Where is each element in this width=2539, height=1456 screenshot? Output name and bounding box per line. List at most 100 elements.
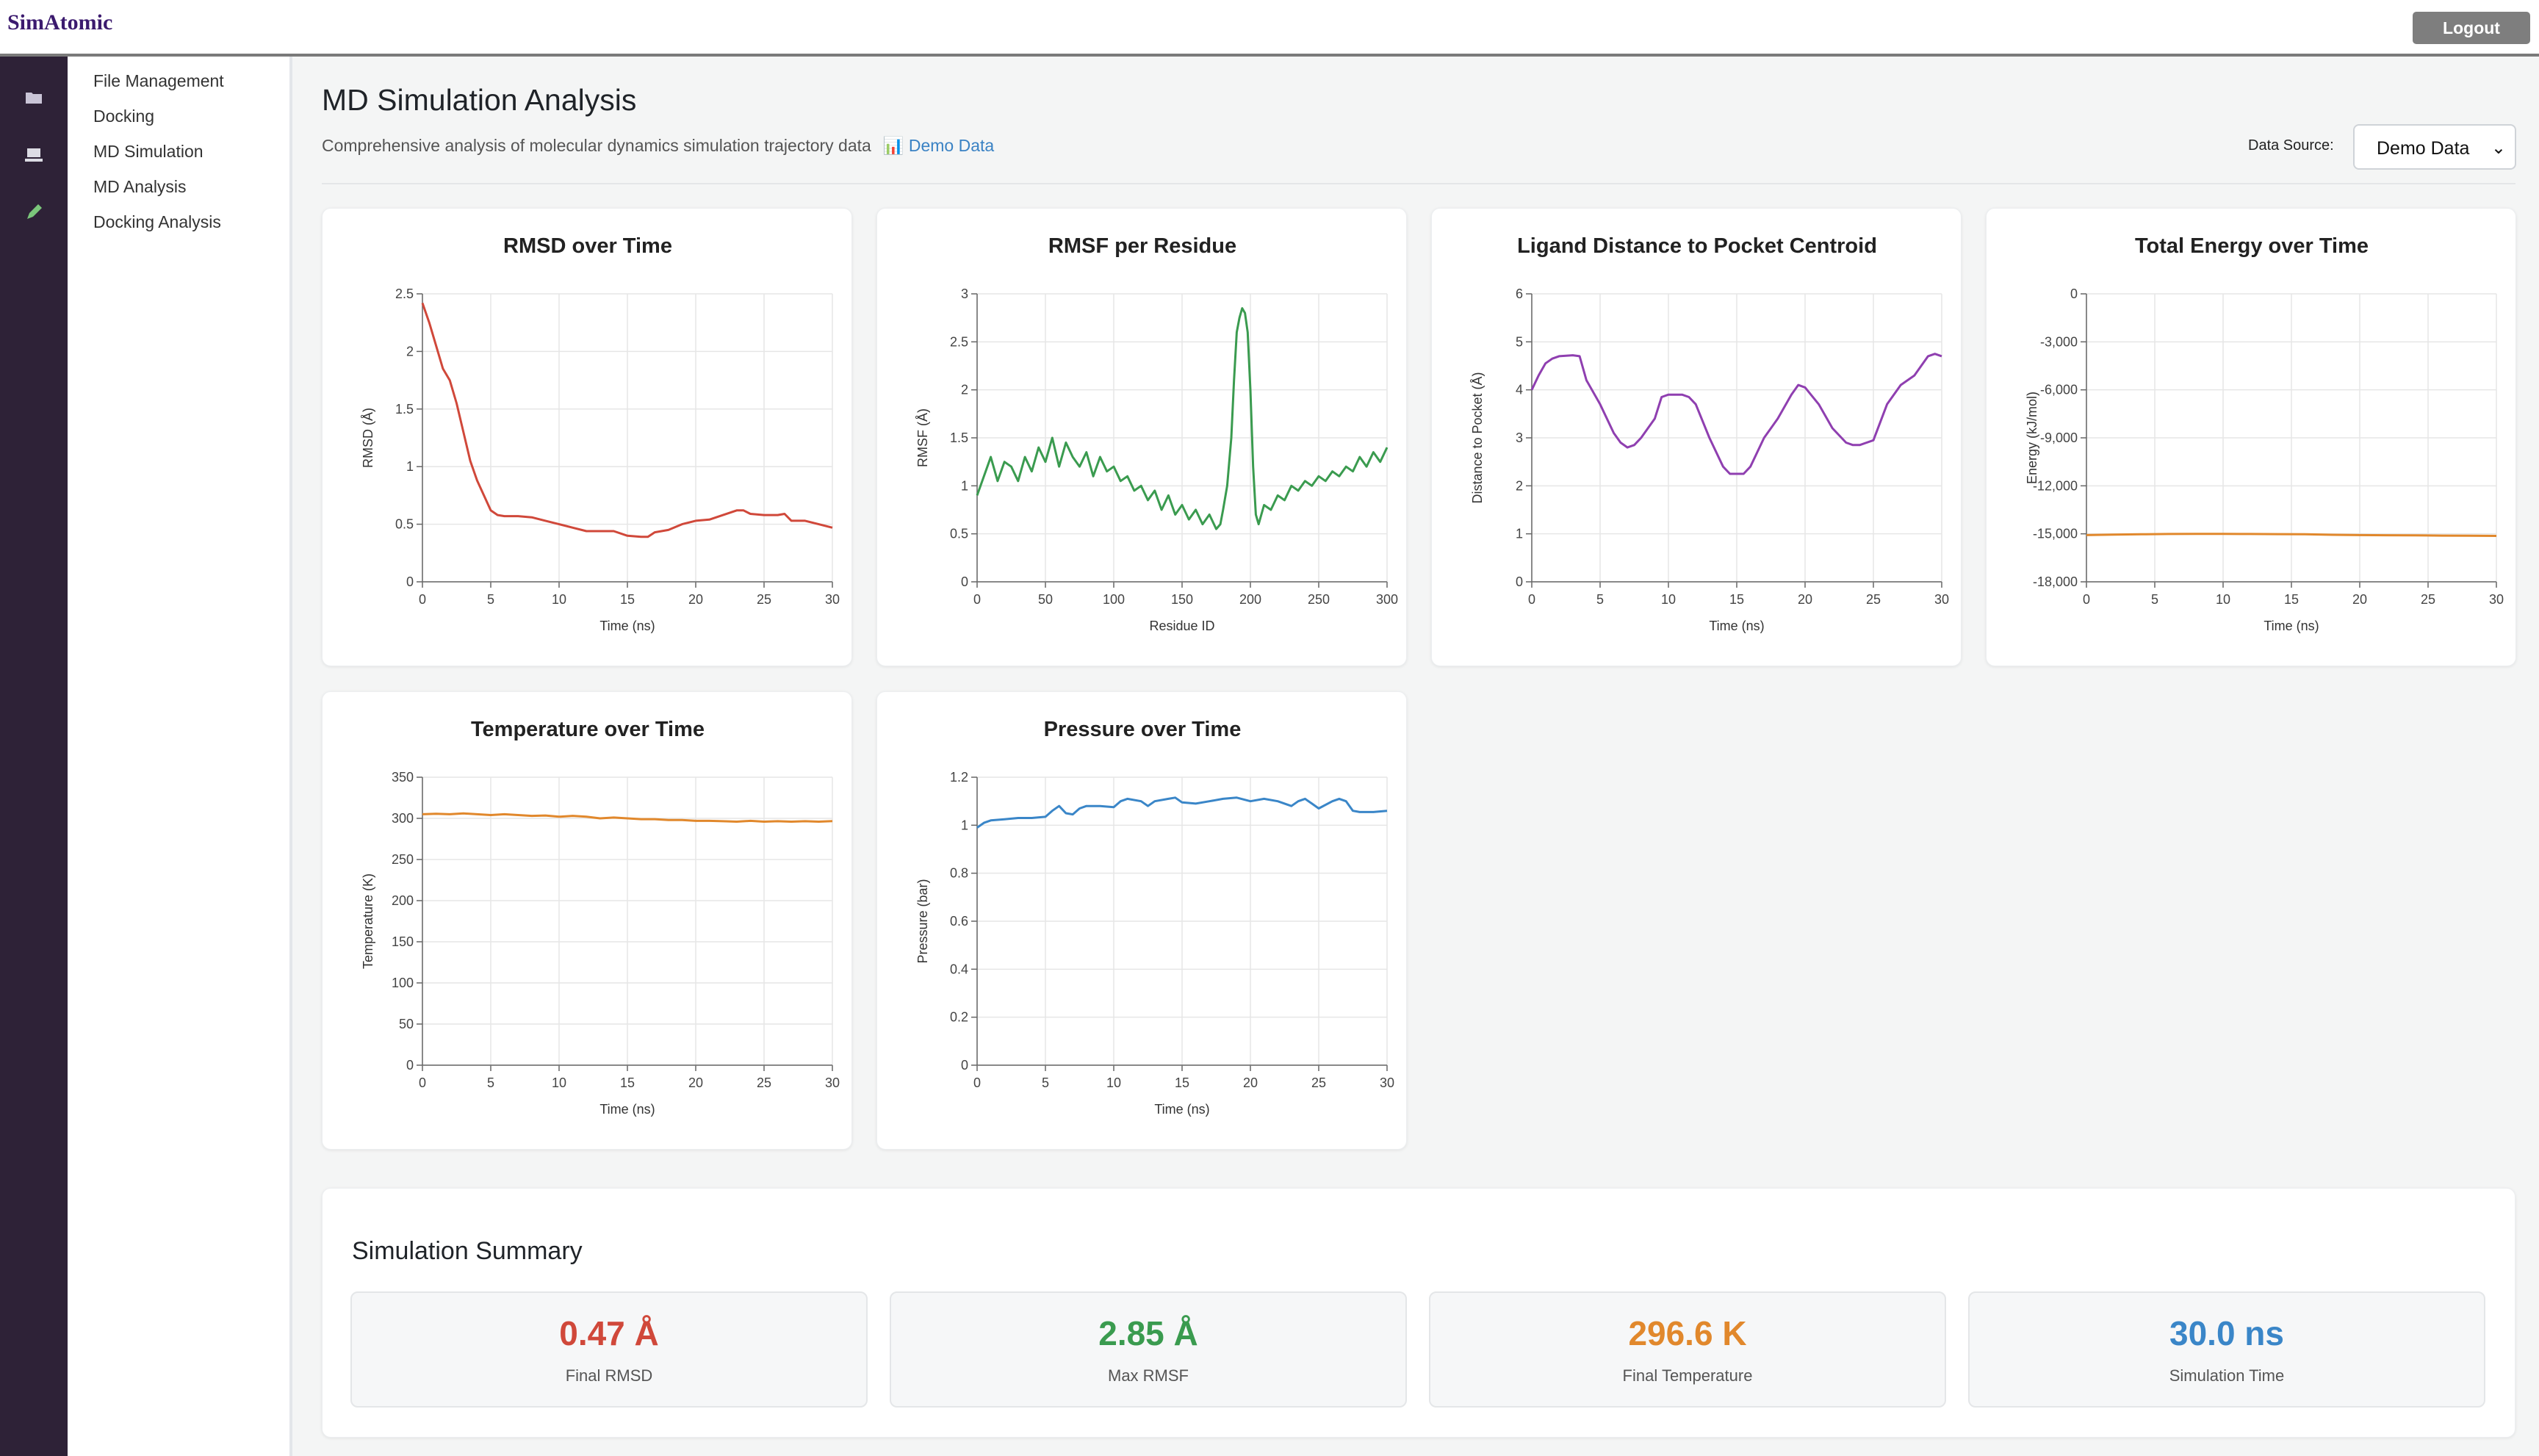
simulation-summary: Simulation Summary 0.47 Å Final RMSD 2.8… (322, 1188, 2515, 1438)
y-axis-label: RMSF (Å) (915, 408, 930, 467)
y-tick-label: 0.2 (950, 1010, 968, 1025)
y-tick-label: 250 (392, 852, 414, 867)
x-tick-label: 0 (973, 1075, 981, 1090)
x-axis-label: Time (ns) (1154, 1102, 1209, 1117)
y-tick-label: 4 (1516, 383, 1523, 397)
x-tick-label: 20 (1798, 592, 1812, 607)
y-axis-label: Pressure (bar) (915, 879, 930, 963)
page-title: MD Simulation Analysis (322, 83, 637, 117)
app-brand[interactable]: SimAtomic (7, 10, 113, 35)
stat-label: Final Temperature (1622, 1366, 1753, 1385)
series-line (1530, 353, 1942, 475)
x-tick-label: 15 (2284, 592, 2299, 607)
sidebar-item-md-analysis[interactable]: MD Analysis (93, 177, 187, 196)
y-tick-label: 0.4 (950, 962, 968, 976)
sidebar-item-docking[interactable]: Docking (93, 107, 155, 126)
y-tick-label: 1 (961, 818, 968, 832)
x-tick-label: 20 (1243, 1075, 1258, 1090)
x-tick-label: 30 (2489, 592, 2504, 607)
chevron-down-icon: ⌄ (2491, 138, 2506, 158)
y-tick-label: 0 (961, 574, 968, 589)
x-tick-label: 25 (1866, 592, 1881, 607)
y-tick-label: 1 (406, 459, 414, 474)
y-axis-label: RMSD (Å) (361, 408, 375, 468)
series-line (976, 307, 1389, 530)
x-tick-label: 100 (1103, 592, 1125, 607)
data-source-select[interactable]: Demo Data ⌄ (2353, 124, 2516, 170)
sidebar-item-md-simulation[interactable]: MD Simulation (93, 142, 204, 161)
y-tick-label: 2 (1516, 478, 1523, 493)
x-tick-label: 50 (1038, 592, 1053, 607)
x-tick-label: 5 (2151, 592, 2158, 607)
x-tick-label: 0 (1528, 592, 1535, 607)
series-line (2086, 533, 2497, 537)
rmsf-chart: RMSF per Residue 0 50 100 150 200 250 300 0 0.5 1 1… (915, 234, 1398, 633)
y-tick-label: -15,000 (2033, 527, 2078, 541)
pencil-icon[interactable] (22, 201, 46, 224)
stat-label: Max RMSF (1108, 1366, 1189, 1385)
x-axis-label: Residue ID (1149, 619, 1214, 633)
x-tick-label: 5 (1596, 592, 1604, 607)
chart-title: RMSD over Time (503, 234, 672, 258)
chart-card-ligand-distance: Ligand Distance to Pocket Centroid 0 5 10 15… (1431, 208, 1962, 666)
x-tick-label: 5 (487, 1075, 494, 1090)
sidebar-item-docking-analysis[interactable]: Docking Analysis (93, 212, 221, 231)
x-tick-label: 25 (757, 592, 771, 607)
x-tick-label: 30 (825, 1075, 840, 1090)
laptop-icon[interactable] (22, 143, 46, 167)
chart-title: Temperature over Time (471, 718, 705, 741)
stat-value: 2.85 Å (1098, 1314, 1198, 1352)
y-axis-label: Temperature (K) (361, 873, 375, 969)
chart-title: Pressure over Time (1044, 718, 1242, 741)
main-content: MD Simulation Analysis Comprehensive ana… (292, 57, 2539, 1456)
folder-icon[interactable] (22, 86, 46, 109)
y-tick-label: -18,000 (2033, 574, 2078, 589)
x-tick-label: 25 (2421, 592, 2435, 607)
stat-simulation-time: 30.0 ns Simulation Time (1968, 1291, 2485, 1408)
x-axis-label: Time (ns) (1709, 619, 1764, 633)
stat-final-temperature: 296.6 K Final Temperature (1429, 1291, 1946, 1408)
chart-card-rmsf: RMSF per Residue 0 50 100 150 200 250 300 0 0.5 1 1… (876, 208, 1407, 666)
y-tick-label: 3 (1516, 430, 1523, 445)
x-tick-label: 10 (552, 1075, 566, 1090)
x-tick-label: 10 (1106, 1075, 1121, 1090)
chart-card-pressure: Pressure over Time 0 5 10 15 20 25 30 0 0.2 0.4 0.6… (876, 691, 1407, 1150)
x-tick-label: 10 (2216, 592, 2230, 607)
y-axis-label: Distance to Pocket (Å) (1470, 372, 1485, 503)
x-tick-label: 0 (2083, 592, 2090, 607)
energy-chart: Total Energy over Time 0 5 10 15 20 25 30 -18,00… (2025, 234, 2504, 633)
chart-card-energy: Total Energy over Time 0 5 10 15 20 25 30 -18,00… (1986, 208, 2516, 666)
y-tick-label: 0 (961, 1058, 968, 1073)
x-tick-label: 30 (825, 592, 840, 607)
y-tick-label: 5 (1516, 334, 1523, 349)
y-tick-label: 0 (406, 574, 414, 589)
y-tick-label: 0 (406, 1058, 414, 1073)
logout-button[interactable]: Logout (2413, 12, 2530, 44)
series-line (421, 303, 833, 538)
rmsd-chart: RMSD over Time 0 5 10 15 20 25 30 0 0.5 1 1.5 2 2.5 Ti… (361, 234, 840, 633)
y-tick-label: 150 (392, 934, 414, 949)
icon-rail (0, 57, 68, 1456)
top-bar: SimAtomic Logout (0, 0, 2539, 57)
chart-title: RMSF per Residue (1048, 234, 1236, 258)
y-tick-label: -3,000 (2040, 334, 2078, 349)
chart-title: Total Energy over Time (2135, 234, 2369, 258)
page-subtitle: Comprehensive analysis of molecular dyna… (322, 136, 994, 156)
y-tick-label: 0.8 (950, 866, 968, 881)
series-line (422, 812, 833, 823)
y-tick-label: 1 (961, 478, 968, 493)
stat-label: Final RMSD (565, 1366, 653, 1385)
x-tick-label: 5 (487, 592, 494, 607)
chart-card-rmsd: RMSD over Time 0 5 10 15 20 25 30 0 0.5 1 1.5 2 2.5 Ti… (322, 208, 852, 666)
stat-max-rmsf: 2.85 Å Max RMSF (890, 1291, 1407, 1408)
x-tick-label: 0 (419, 592, 426, 607)
sidebar-item-file-management[interactable]: File Management (93, 71, 224, 90)
x-tick-label: 15 (620, 1075, 635, 1090)
x-tick-label: 30 (1380, 1075, 1394, 1090)
x-tick-label: 25 (757, 1075, 771, 1090)
data-source-value: Demo Data (2377, 138, 2470, 159)
demo-data-badge: 📊 Demo Data (882, 136, 995, 155)
y-tick-label: 0.6 (950, 914, 968, 929)
